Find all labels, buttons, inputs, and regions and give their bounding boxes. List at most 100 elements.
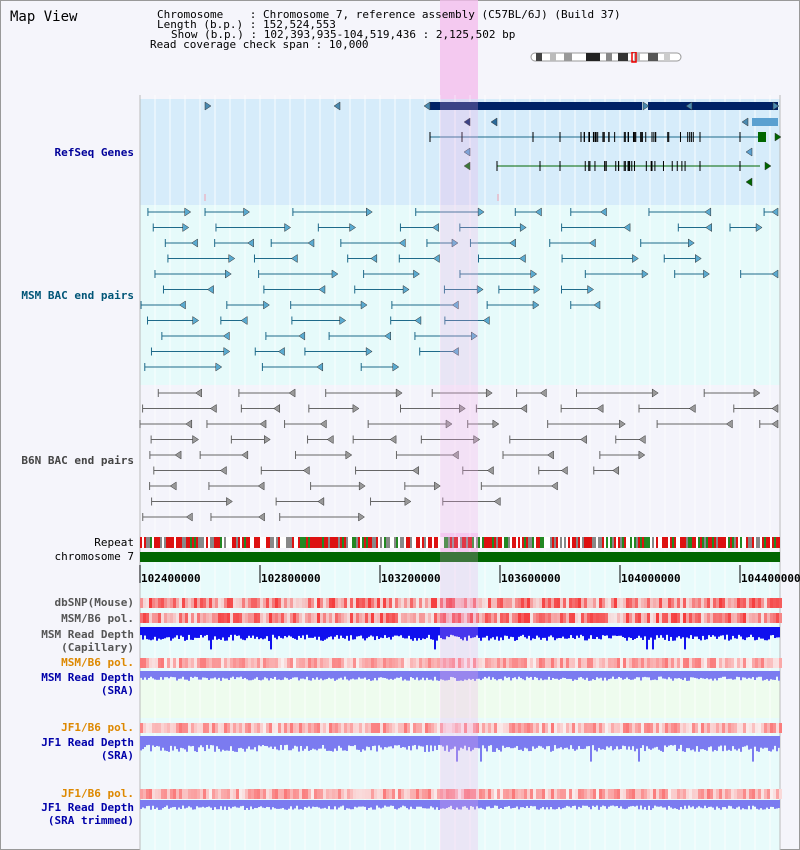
chromosome-ideogram[interactable] [530,52,685,64]
jf1-sra-depth-bar [354,736,356,746]
jf1-sra-depth-bar [228,736,230,751]
jf1-b6-pol2-cell [299,789,302,799]
jf1-b6-pol-cell [332,723,335,733]
msm-sra-depth-bar [588,671,590,681]
msm-b6-pol2-cell [230,658,233,668]
repeat-segment [518,537,520,548]
jf1-sra-depth-bar [534,736,536,749]
b6n-bac-pair-arrow [319,419,327,429]
msm-b6-pol-cell [431,613,434,623]
jf1-trimmed-depth-bar [278,800,280,809]
jf1-sra-depth-bar [522,736,524,752]
jf1-b6-pol2-cell [617,789,620,799]
repeat-segment [478,537,480,548]
msm-b6-pol-cell [410,613,413,623]
msm-b6-pol-cell [548,613,551,623]
msm-b6-pol-cell [218,613,221,623]
msm-bac-pair-arrow [223,347,231,356]
msm-b6-pol-cell [173,613,176,623]
jf1-b6-pol-cell [170,723,173,733]
msm-capillary-depth-bar [454,627,456,637]
track-label-msm-b6-pol-2[interactable]: MSM/B6 pol. [61,656,134,669]
jf1-trimmed-depth-bar [744,800,746,810]
jf1-trimmed-depth-bar [328,800,330,807]
repeat-segment [536,537,538,548]
track-label-dbsnp[interactable]: dbSNP(Mouse) [54,596,134,609]
jf1-trimmed-depth-bar [216,800,218,810]
repeat-segment [334,537,336,548]
msm-sra-depth-bar [464,671,466,680]
jf1-sra-depth-bar [674,736,676,745]
msm-sra-depth-bar [538,671,540,681]
msm-sra-depth-bar [474,671,476,681]
jf1-b6-pol2-cell [260,789,263,799]
repeat-segment [708,537,710,548]
msm-capillary-depth-bar [636,627,638,638]
jf1-b6-pol-cell [416,723,419,733]
msm-capillary-depth-bar [576,627,578,636]
msm-sra-depth-bar [262,671,264,680]
msm-b6-pol2-cell [344,658,347,668]
jf1-b6-pol2-cell [725,789,728,799]
jf1-b6-pol2-cell [542,789,545,799]
dbsnp-cell [476,598,479,608]
track-label-jf1-b6-pol[interactable]: JF1/B6 pol. [61,721,134,734]
msm-sra-depth-bar [368,671,370,680]
jf1-sra-depth-bar [368,736,370,748]
dbsnp-cell [293,598,296,608]
track-label-msm-read-depth-sra[interactable]: MSM Read Depth (SRA) [41,671,134,697]
repeat-segment [144,537,146,548]
jf1-trimmed-depth-bar [628,800,630,807]
repeat-segment [720,537,722,548]
jf1-b6-pol2-cell [155,789,158,799]
track-label-jf1-b6-pol-2[interactable]: JF1/B6 pol. [61,787,134,800]
msm-b6-pol2-cell [707,658,710,668]
repeat-segment [724,537,726,548]
msm-b6-pol2-cell [215,658,218,668]
track-label-refseq[interactable]: RefSeq Genes [54,146,134,159]
jf1-sra-depth-bar [436,736,438,751]
jf1-sra-depth-bar [724,736,726,746]
track-label-chromosome[interactable]: chromosome 7 [54,550,134,563]
jf1-trimmed-depth-bar [482,800,484,809]
repeat-segment [602,537,604,548]
msm-capillary-depth-bar [488,627,490,641]
msm-capillary-depth-bar [534,627,536,639]
track-label-b6n-bac[interactable]: B6N BAC end pairs [21,454,134,467]
track-label-jf1-read-depth-trim[interactable]: JF1 Read Depth (SRA trimmed) [41,801,134,827]
msm-capillary-depth-bar [408,627,410,636]
jf1-b6-pol-cell [197,723,200,733]
msm-b6-pol2-cell [632,658,635,668]
b6n-bac-pair-arrow [302,466,310,475]
track-label-msm-bac[interactable]: MSM BAC end pairs [21,289,134,302]
msm-sra-depth-bar [562,671,564,678]
msm-capillary-depth-bar [568,627,570,639]
repeat-segment [598,537,600,548]
repeat-segment [710,537,712,548]
track-label-jf1-read-depth-sra[interactable]: JF1 Read Depth (SRA) [41,736,134,762]
msm-capillary-depth-bar [368,627,370,637]
msm-capillary-depth-bar [596,627,598,637]
msm-capillary-depth-bar [744,627,746,641]
jf1-trimmed-depth-bar [480,800,482,808]
repeat-segment [142,537,144,548]
jf1-trimmed-depth-bar [322,800,324,809]
repeat-segment [398,537,400,548]
jf1-b6-pol-cell [167,723,170,733]
track-label-repeat[interactable]: Repeat [94,536,134,549]
msm-capillary-depth-bar [468,627,470,636]
jf1-b6-pol-cell [149,723,152,733]
dbsnp-cell [419,598,422,608]
dbsnp-cell [446,598,449,608]
track-label-msm-b6-pol[interactable]: MSM/B6 pol. [61,612,134,625]
jf1-sra-depth-bar [526,736,528,749]
msm-capillary-depth-bar [288,627,290,636]
track-label-msm-read-depth-cap[interactable]: MSM Read Depth (Capillary) [41,628,134,654]
msm-capillary-depth-bar [478,627,480,638]
msm-capillary-depth-bar [390,627,392,640]
b6n-bac-pair-arrow [619,419,626,429]
dbsnp-cell [551,598,554,608]
repeat-segment [538,537,540,548]
dbsnp-cell [311,598,314,608]
